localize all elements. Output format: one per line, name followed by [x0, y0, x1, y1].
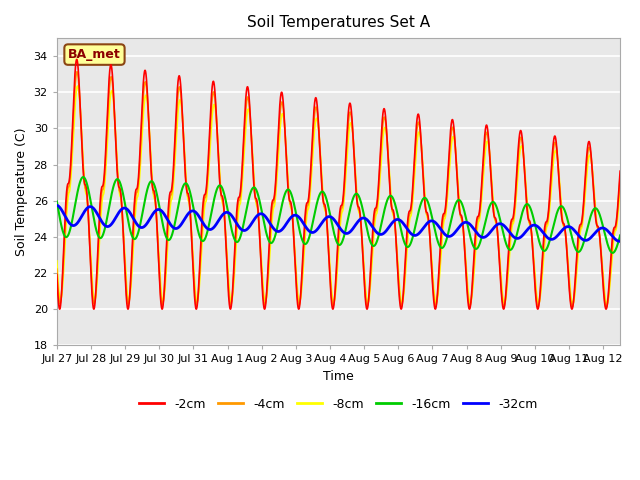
Y-axis label: Soil Temperature (C): Soil Temperature (C) — [15, 127, 28, 256]
X-axis label: Time: Time — [323, 370, 354, 383]
Legend: -2cm, -4cm, -8cm, -16cm, -32cm: -2cm, -4cm, -8cm, -16cm, -32cm — [134, 393, 543, 416]
Title: Soil Temperatures Set A: Soil Temperatures Set A — [247, 15, 430, 30]
Text: BA_met: BA_met — [68, 48, 121, 61]
